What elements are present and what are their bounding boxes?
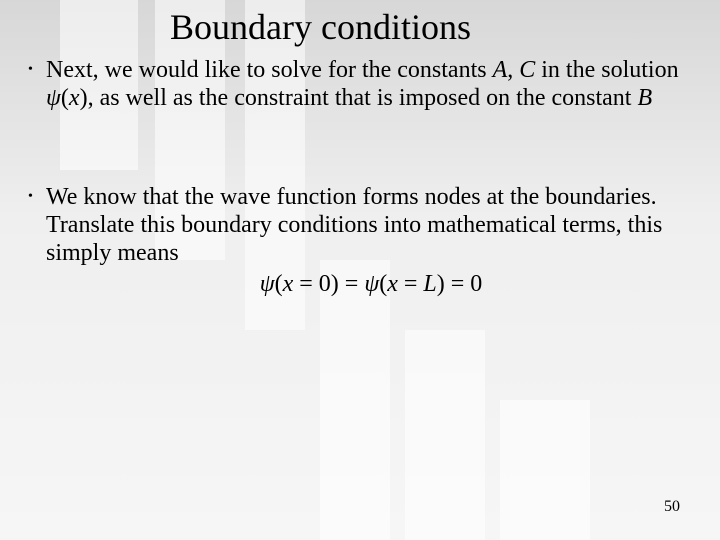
var-L: L (423, 271, 436, 297)
text: = (398, 271, 424, 297)
bullet-2: We know that the wave function forms nod… (28, 183, 696, 298)
bg-bar (500, 400, 590, 540)
bullet-1: Next, we would like to solve for the con… (28, 56, 696, 113)
psi: ψ (260, 271, 275, 297)
equation: ψ(x = 0) = ψ(x = L) = 0 (46, 270, 696, 298)
text: ( (275, 271, 283, 297)
slide: Boundary conditions Next, we would like … (0, 0, 720, 540)
text: ( (61, 85, 69, 111)
var-x: x (387, 271, 398, 297)
text: Next, we would like to solve for the con… (46, 57, 493, 83)
text: = 0) = (293, 271, 364, 297)
var-C: C (519, 57, 535, 83)
psi: ψ (46, 85, 61, 111)
text: , (507, 57, 519, 83)
var-x: x (69, 85, 80, 111)
page-number: 50 (664, 498, 680, 516)
text: We know that the wave function forms nod… (46, 184, 662, 267)
var-A: A (493, 57, 508, 83)
psi: ψ (364, 271, 379, 297)
text: in the solution (535, 57, 678, 83)
bullet-list: Next, we would like to solve for the con… (28, 56, 696, 368)
var-B: B (637, 85, 652, 111)
text: ) = 0 (437, 271, 483, 297)
var-x: x (283, 271, 294, 297)
slide-title: Boundary conditions (170, 6, 471, 48)
text: , as well as the constraint that is impo… (88, 85, 638, 111)
text: ) (80, 85, 88, 111)
